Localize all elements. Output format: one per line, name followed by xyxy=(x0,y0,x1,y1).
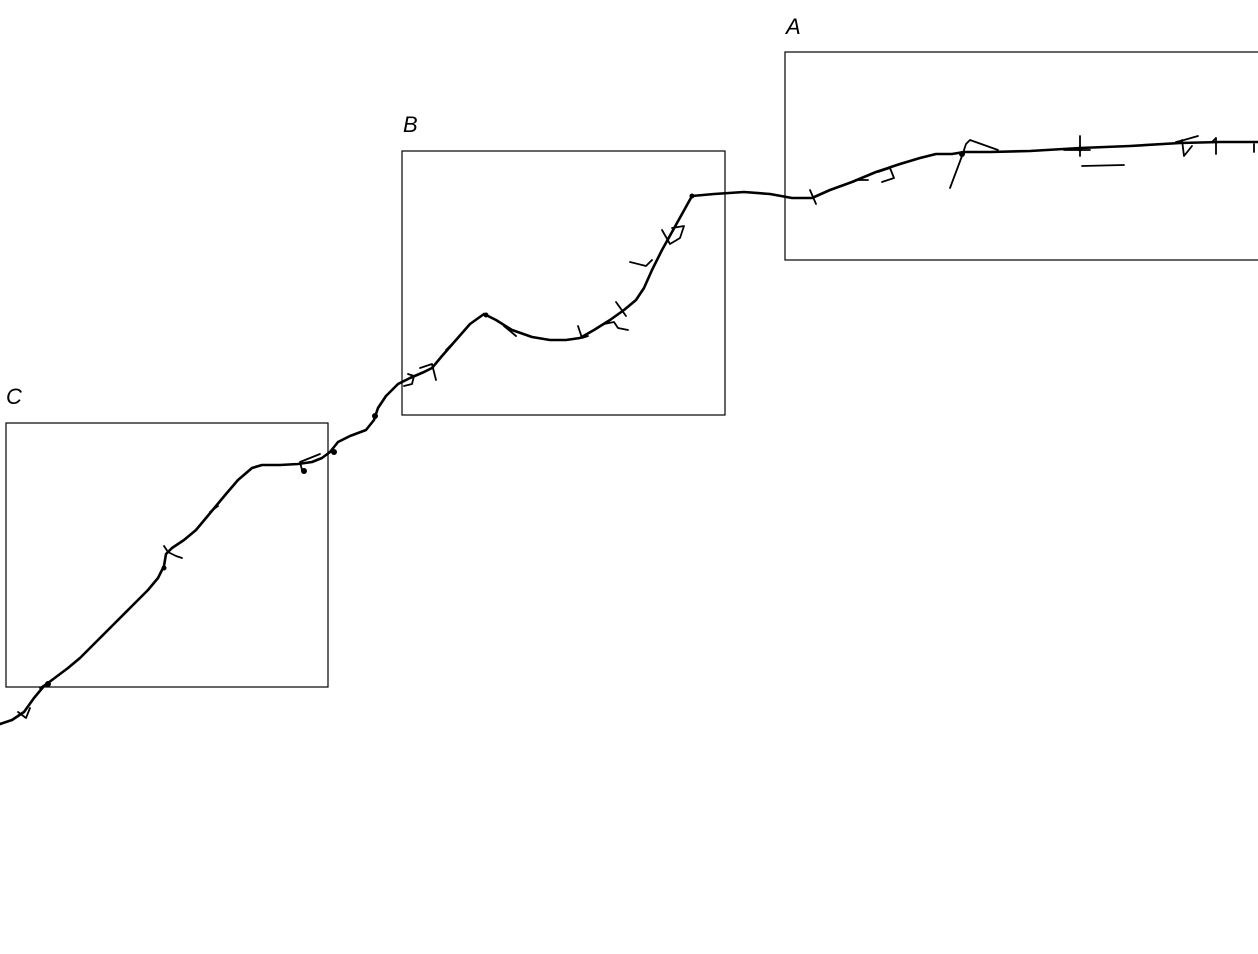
branch-b-8 xyxy=(661,225,685,245)
junction-dot-c-1 xyxy=(45,681,51,687)
junction-dot-a-2 xyxy=(1077,146,1083,152)
branch-b-7 xyxy=(629,259,653,267)
branch-a-1 xyxy=(809,189,817,205)
branch-b-5 xyxy=(603,321,629,331)
branch-b-9 xyxy=(445,343,453,351)
branch-c-5 xyxy=(119,611,127,619)
branch-a-10 xyxy=(1211,137,1217,155)
branch-b-1 xyxy=(403,373,415,387)
region-label-c: C xyxy=(6,384,22,409)
main-route-line xyxy=(0,140,1258,726)
junction-dot-a-1 xyxy=(959,151,965,157)
branch-a-9 xyxy=(1181,139,1193,157)
branch-a-7 xyxy=(1081,164,1125,167)
region-box-b xyxy=(401,150,726,416)
branch-a-3 xyxy=(877,167,895,183)
region-label-a: A xyxy=(784,14,801,39)
junction-dot-c-2 xyxy=(161,565,167,571)
junction-dot-b-1 xyxy=(372,413,378,419)
junction-dot-b-2 xyxy=(483,312,489,318)
junction-dot-c-3 xyxy=(301,468,307,474)
branch-b-4 xyxy=(577,325,589,339)
branch-b-6 xyxy=(615,301,627,317)
branch-a-4 xyxy=(949,139,999,189)
branch-c-2 xyxy=(299,453,321,471)
branch-c-6 xyxy=(209,505,219,513)
branch-c-1 xyxy=(163,545,183,559)
branch-b-2 xyxy=(419,363,437,381)
junction-dot-c-4 xyxy=(331,449,337,455)
region-box-c xyxy=(5,422,329,688)
region-box-a xyxy=(784,51,1258,261)
junction-dot-b-3 xyxy=(689,193,695,199)
branch-a-8 xyxy=(1175,135,1199,143)
branch-b-3 xyxy=(503,325,517,337)
region-label-b: B xyxy=(403,112,418,137)
branch-c-4 xyxy=(17,707,31,719)
